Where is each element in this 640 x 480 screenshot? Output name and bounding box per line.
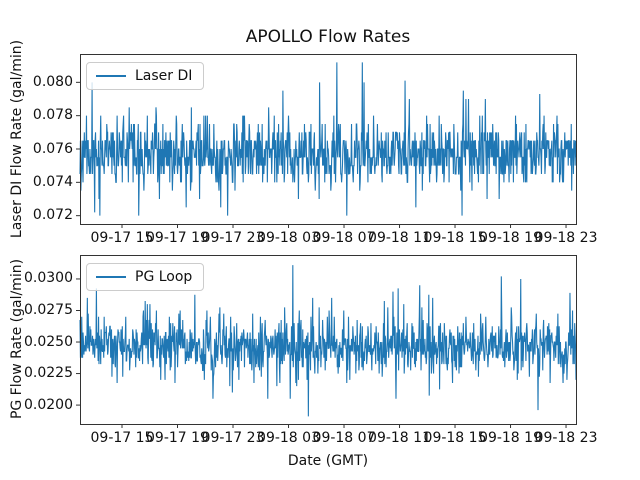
y-tick-label: 0.080 [32, 73, 73, 90]
y-tick-label: 0.0225 [24, 365, 73, 382]
data-line-pg-loop [79, 265, 577, 417]
figure-title: APOLLO Flow Rates [245, 27, 411, 47]
y-tick-label: 0.0250 [24, 333, 73, 350]
data-line-laser-di [79, 62, 577, 216]
x-axis-label: Date (GMT) [287, 453, 369, 469]
x-tick-label: 09-17 23 [201, 230, 265, 246]
x-tick-label: 09-18 15 [423, 430, 487, 446]
legend-line-sample-icon [96, 75, 126, 77]
x-tick-label: 09-18 11 [368, 430, 431, 446]
axes-frame [80, 255, 577, 425]
legend-pg-loop: PG Loop [86, 263, 205, 291]
y-tick-label: 0.074 [32, 173, 73, 190]
y-tick-label: 0.0200 [24, 396, 73, 413]
legend-label: Laser DI [135, 68, 193, 84]
y-tick-label: 0.078 [32, 107, 73, 124]
legend-label: PG Loop [135, 269, 193, 285]
legend-line-sample-icon [96, 276, 126, 278]
x-tick-label: 09-18 19 [479, 430, 542, 446]
x-tick-label: 09-18 19 [479, 230, 542, 246]
x-tick-label: 09-18 07 [312, 230, 376, 246]
x-tick-label: 09-18 15 [423, 230, 487, 246]
x-tick-label: 09-18 03 [257, 430, 320, 446]
y-tick-label: 0.0275 [24, 301, 73, 318]
x-tick-label: 09-17 19 [146, 430, 209, 446]
x-tick-label: 09-18 03 [257, 230, 320, 246]
x-tick-label: 09-18 11 [368, 230, 431, 246]
y-tick-label: 0.072 [32, 207, 73, 224]
legend-laser-di: Laser DI [86, 62, 205, 90]
x-tick-label: 09-18 23 [534, 430, 598, 446]
x-tick-label: 09-17 19 [146, 230, 209, 246]
x-tick-label: 09-17 15 [90, 430, 154, 446]
axes-frame [80, 54, 577, 225]
x-tick-label: 09-17 15 [90, 230, 154, 246]
y-tick-label: 0.0300 [24, 270, 73, 287]
y-tick-label: 0.076 [32, 140, 73, 157]
x-tick-label: 09-18 23 [534, 230, 598, 246]
x-tick-label: 09-18 07 [312, 430, 376, 446]
x-tick-label: 09-17 23 [201, 430, 265, 446]
